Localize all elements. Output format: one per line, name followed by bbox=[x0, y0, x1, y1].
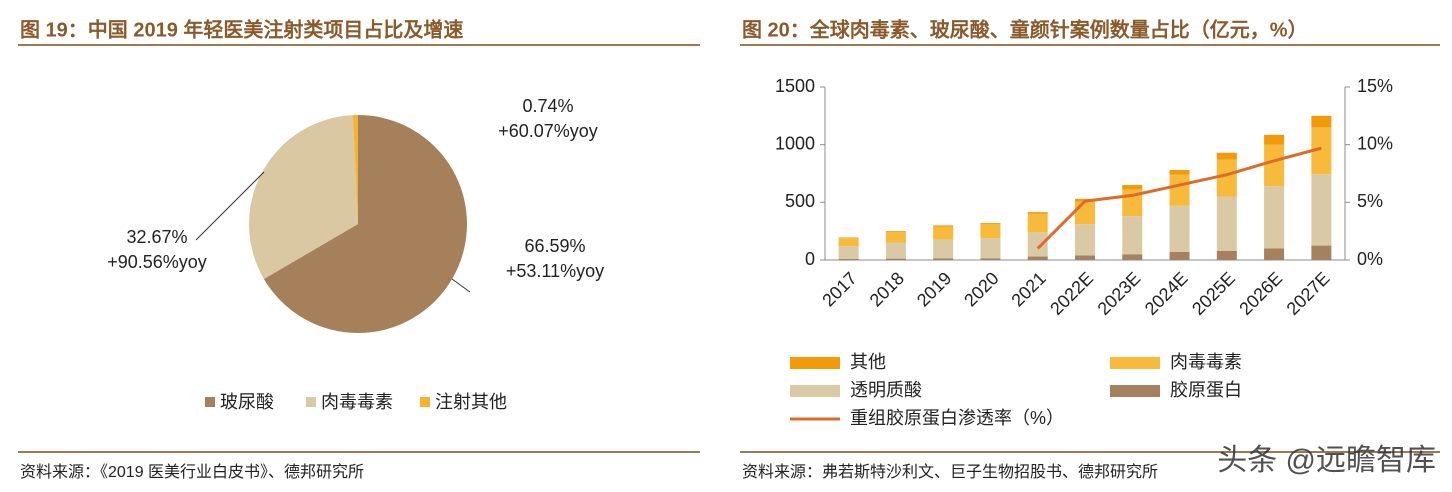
x-tick-label: 2025E bbox=[1188, 268, 1239, 319]
growth-label: +53.11%yoy bbox=[506, 261, 604, 281]
x-tick-label: 2024E bbox=[1141, 268, 1192, 319]
bar-segment bbox=[1075, 224, 1095, 256]
legend-swatch bbox=[1110, 385, 1160, 397]
legend-label: 注射其他 bbox=[435, 392, 507, 412]
legend-label: 胶原蛋白 bbox=[1170, 380, 1242, 400]
bar-segment bbox=[1075, 201, 1095, 225]
legend-label: 肉毒毒素 bbox=[1170, 352, 1242, 372]
bar-segment bbox=[838, 237, 859, 239]
x-tick-label: 2020 bbox=[960, 268, 1002, 310]
pie-slice bbox=[352, 115, 358, 224]
bar-segment bbox=[980, 238, 1001, 259]
chart-title: 图 20：全球肉毒素、玻尿酸、童颜针案例数量占比（亿元，%） bbox=[742, 17, 1308, 41]
pie-slice bbox=[249, 115, 358, 279]
x-tick-label: 2017 bbox=[818, 268, 860, 310]
bar-segment bbox=[933, 225, 954, 227]
leader-line bbox=[451, 278, 471, 293]
bar-segment bbox=[1027, 213, 1048, 233]
x-tick-label: 2027E bbox=[1283, 268, 1334, 319]
bar-segment bbox=[1122, 254, 1143, 260]
bar-segment bbox=[933, 239, 954, 259]
bar-segment bbox=[885, 242, 906, 259]
bar-segment bbox=[1311, 127, 1332, 175]
x-tick-label: 2026E bbox=[1235, 268, 1286, 319]
x-tick-label: 2021 bbox=[1007, 268, 1049, 310]
bar-segment bbox=[1264, 186, 1285, 249]
bar-segment bbox=[933, 226, 954, 240]
legend-label: 其他 bbox=[850, 352, 886, 372]
bar-segment bbox=[1027, 232, 1048, 257]
bar-segment bbox=[1122, 216, 1143, 255]
bar-segment bbox=[1169, 174, 1190, 206]
y2-tick-label: 5% bbox=[1357, 191, 1383, 211]
chart-title: 图 19：中国 2019 年轻医美注射类项目占比及增速 bbox=[20, 17, 463, 41]
bar-segment bbox=[1264, 134, 1285, 145]
legend-label: 玻尿酸 bbox=[220, 392, 274, 412]
y2-tick-label: 10% bbox=[1357, 133, 1393, 153]
source: 资料来源：《2019 医美行业白皮书》、德邦研究所 bbox=[20, 463, 364, 481]
legend-swatch bbox=[1110, 357, 1160, 369]
legend-swatch bbox=[205, 397, 215, 407]
y-tick-label: 0 bbox=[805, 249, 815, 269]
leader-line bbox=[195, 171, 265, 241]
x-tick-label: 2022E bbox=[1046, 268, 1097, 319]
bar-segment bbox=[1311, 115, 1332, 128]
y-tick-label: 500 bbox=[785, 191, 815, 211]
legend-swatch bbox=[306, 397, 316, 407]
bar-segment bbox=[1027, 212, 1048, 214]
bar-segment bbox=[1075, 255, 1095, 260]
growth-label: +90.56%yoy bbox=[107, 252, 207, 272]
bar-segment bbox=[1216, 152, 1237, 160]
legend-swatch bbox=[790, 357, 840, 369]
bar-segment bbox=[838, 258, 859, 260]
bar-segment bbox=[1216, 250, 1237, 260]
bar-segment bbox=[885, 258, 906, 260]
x-tick-label: 2018 bbox=[866, 268, 908, 310]
x-tick-label: 2019 bbox=[913, 268, 955, 310]
legend-swatch bbox=[420, 397, 430, 407]
bar-segment bbox=[1169, 251, 1190, 260]
legend-swatch bbox=[790, 385, 840, 397]
bar-segment bbox=[980, 224, 1001, 239]
bar-segment bbox=[1264, 248, 1285, 260]
y2-tick-label: 15% bbox=[1357, 76, 1393, 96]
bar-segment bbox=[1216, 159, 1237, 197]
line bbox=[1036, 146, 1322, 250]
growth-label: +60.07%yoy bbox=[498, 121, 598, 141]
y-tick-label: 1500 bbox=[775, 76, 815, 96]
legend-label: 透明质酸 bbox=[850, 380, 922, 400]
bar-segment bbox=[838, 246, 859, 259]
bar-segment bbox=[885, 232, 906, 243]
bar-segment bbox=[1169, 170, 1190, 175]
bar-segment bbox=[1264, 144, 1285, 187]
value-label: 0.74% bbox=[522, 96, 573, 116]
bar-segment bbox=[1216, 196, 1237, 251]
legend-label: 重组胶原蛋白渗透率（%） bbox=[850, 408, 1064, 428]
bar-segment bbox=[980, 258, 1001, 260]
bar-segment bbox=[885, 231, 906, 233]
source: 资料来源：弗若斯特沙利文、巨子生物招股书、德邦研究所 bbox=[742, 463, 1158, 481]
x-tick-label: 2023E bbox=[1094, 268, 1145, 319]
value-label: 32.67% bbox=[126, 227, 187, 247]
bar-segment bbox=[933, 258, 954, 260]
legend-label: 肉毒毒素 bbox=[321, 392, 393, 412]
bar-segment bbox=[838, 238, 859, 247]
bar-segment bbox=[1169, 205, 1190, 252]
bar-segment bbox=[980, 223, 1001, 225]
y2-tick-label: 0% bbox=[1357, 249, 1383, 269]
y-tick-label: 1000 bbox=[775, 133, 815, 153]
bar-segment bbox=[1027, 256, 1048, 260]
bar-segment bbox=[1311, 245, 1332, 260]
watermark: 头条 @远瞻智库 bbox=[1217, 444, 1436, 477]
value-label: 66.59% bbox=[524, 236, 585, 256]
pie-slice bbox=[263, 115, 467, 333]
bar-segment bbox=[1122, 185, 1143, 190]
bar-segment bbox=[1311, 174, 1332, 246]
